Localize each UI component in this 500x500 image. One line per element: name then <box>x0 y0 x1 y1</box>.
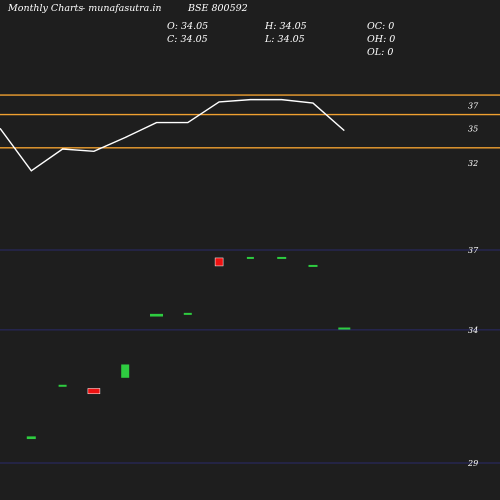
top-band-lines <box>0 94 500 149</box>
candle-5 <box>183 312 192 315</box>
top-y-axis-ticks: 37 35 32 <box>468 101 479 167</box>
top-tick-label-0: 37 <box>468 101 479 110</box>
price-line <box>0 98 345 172</box>
brand-label: Monthly Charts <box>8 3 84 14</box>
high-value: H: 34.05 <box>265 21 307 32</box>
top-tick-label-1: 35 <box>468 124 478 133</box>
oh-value: OH: 0 <box>367 34 396 45</box>
price-line-series <box>0 98 345 172</box>
candle-8 <box>277 256 287 259</box>
top-tick-label-2: 32 <box>468 159 478 168</box>
candle-3 <box>121 364 130 378</box>
low-value: L: 34.05 <box>265 34 305 45</box>
bottom-tick-label-2: 29 <box>467 459 478 468</box>
close-value: C: 34.05 <box>167 34 208 45</box>
symbol-label: BSE 800592 <box>188 3 248 14</box>
bottom-grid-lines <box>0 249 500 464</box>
candle-10 <box>338 327 351 330</box>
candle-9 <box>308 264 318 267</box>
bottom-tick-label-1: 34 <box>468 326 478 335</box>
open-value: O: 34.05 <box>167 21 209 32</box>
ol-value: OL: 0 <box>367 47 394 58</box>
candle-1 <box>58 384 67 387</box>
bottom-y-axis-ticks: 37 34 29 <box>467 246 479 468</box>
candle-7 <box>246 256 254 259</box>
candle-0 <box>26 436 36 440</box>
candle-4 <box>150 313 163 317</box>
oc-value: OC: 0 <box>367 21 395 32</box>
bottom-tick-label-0: 37 <box>468 246 479 255</box>
candle-6 <box>214 257 224 267</box>
site-label: - munafasutra.in <box>82 3 162 14</box>
candle-2 <box>87 388 101 395</box>
candlestick-series <box>26 256 351 440</box>
